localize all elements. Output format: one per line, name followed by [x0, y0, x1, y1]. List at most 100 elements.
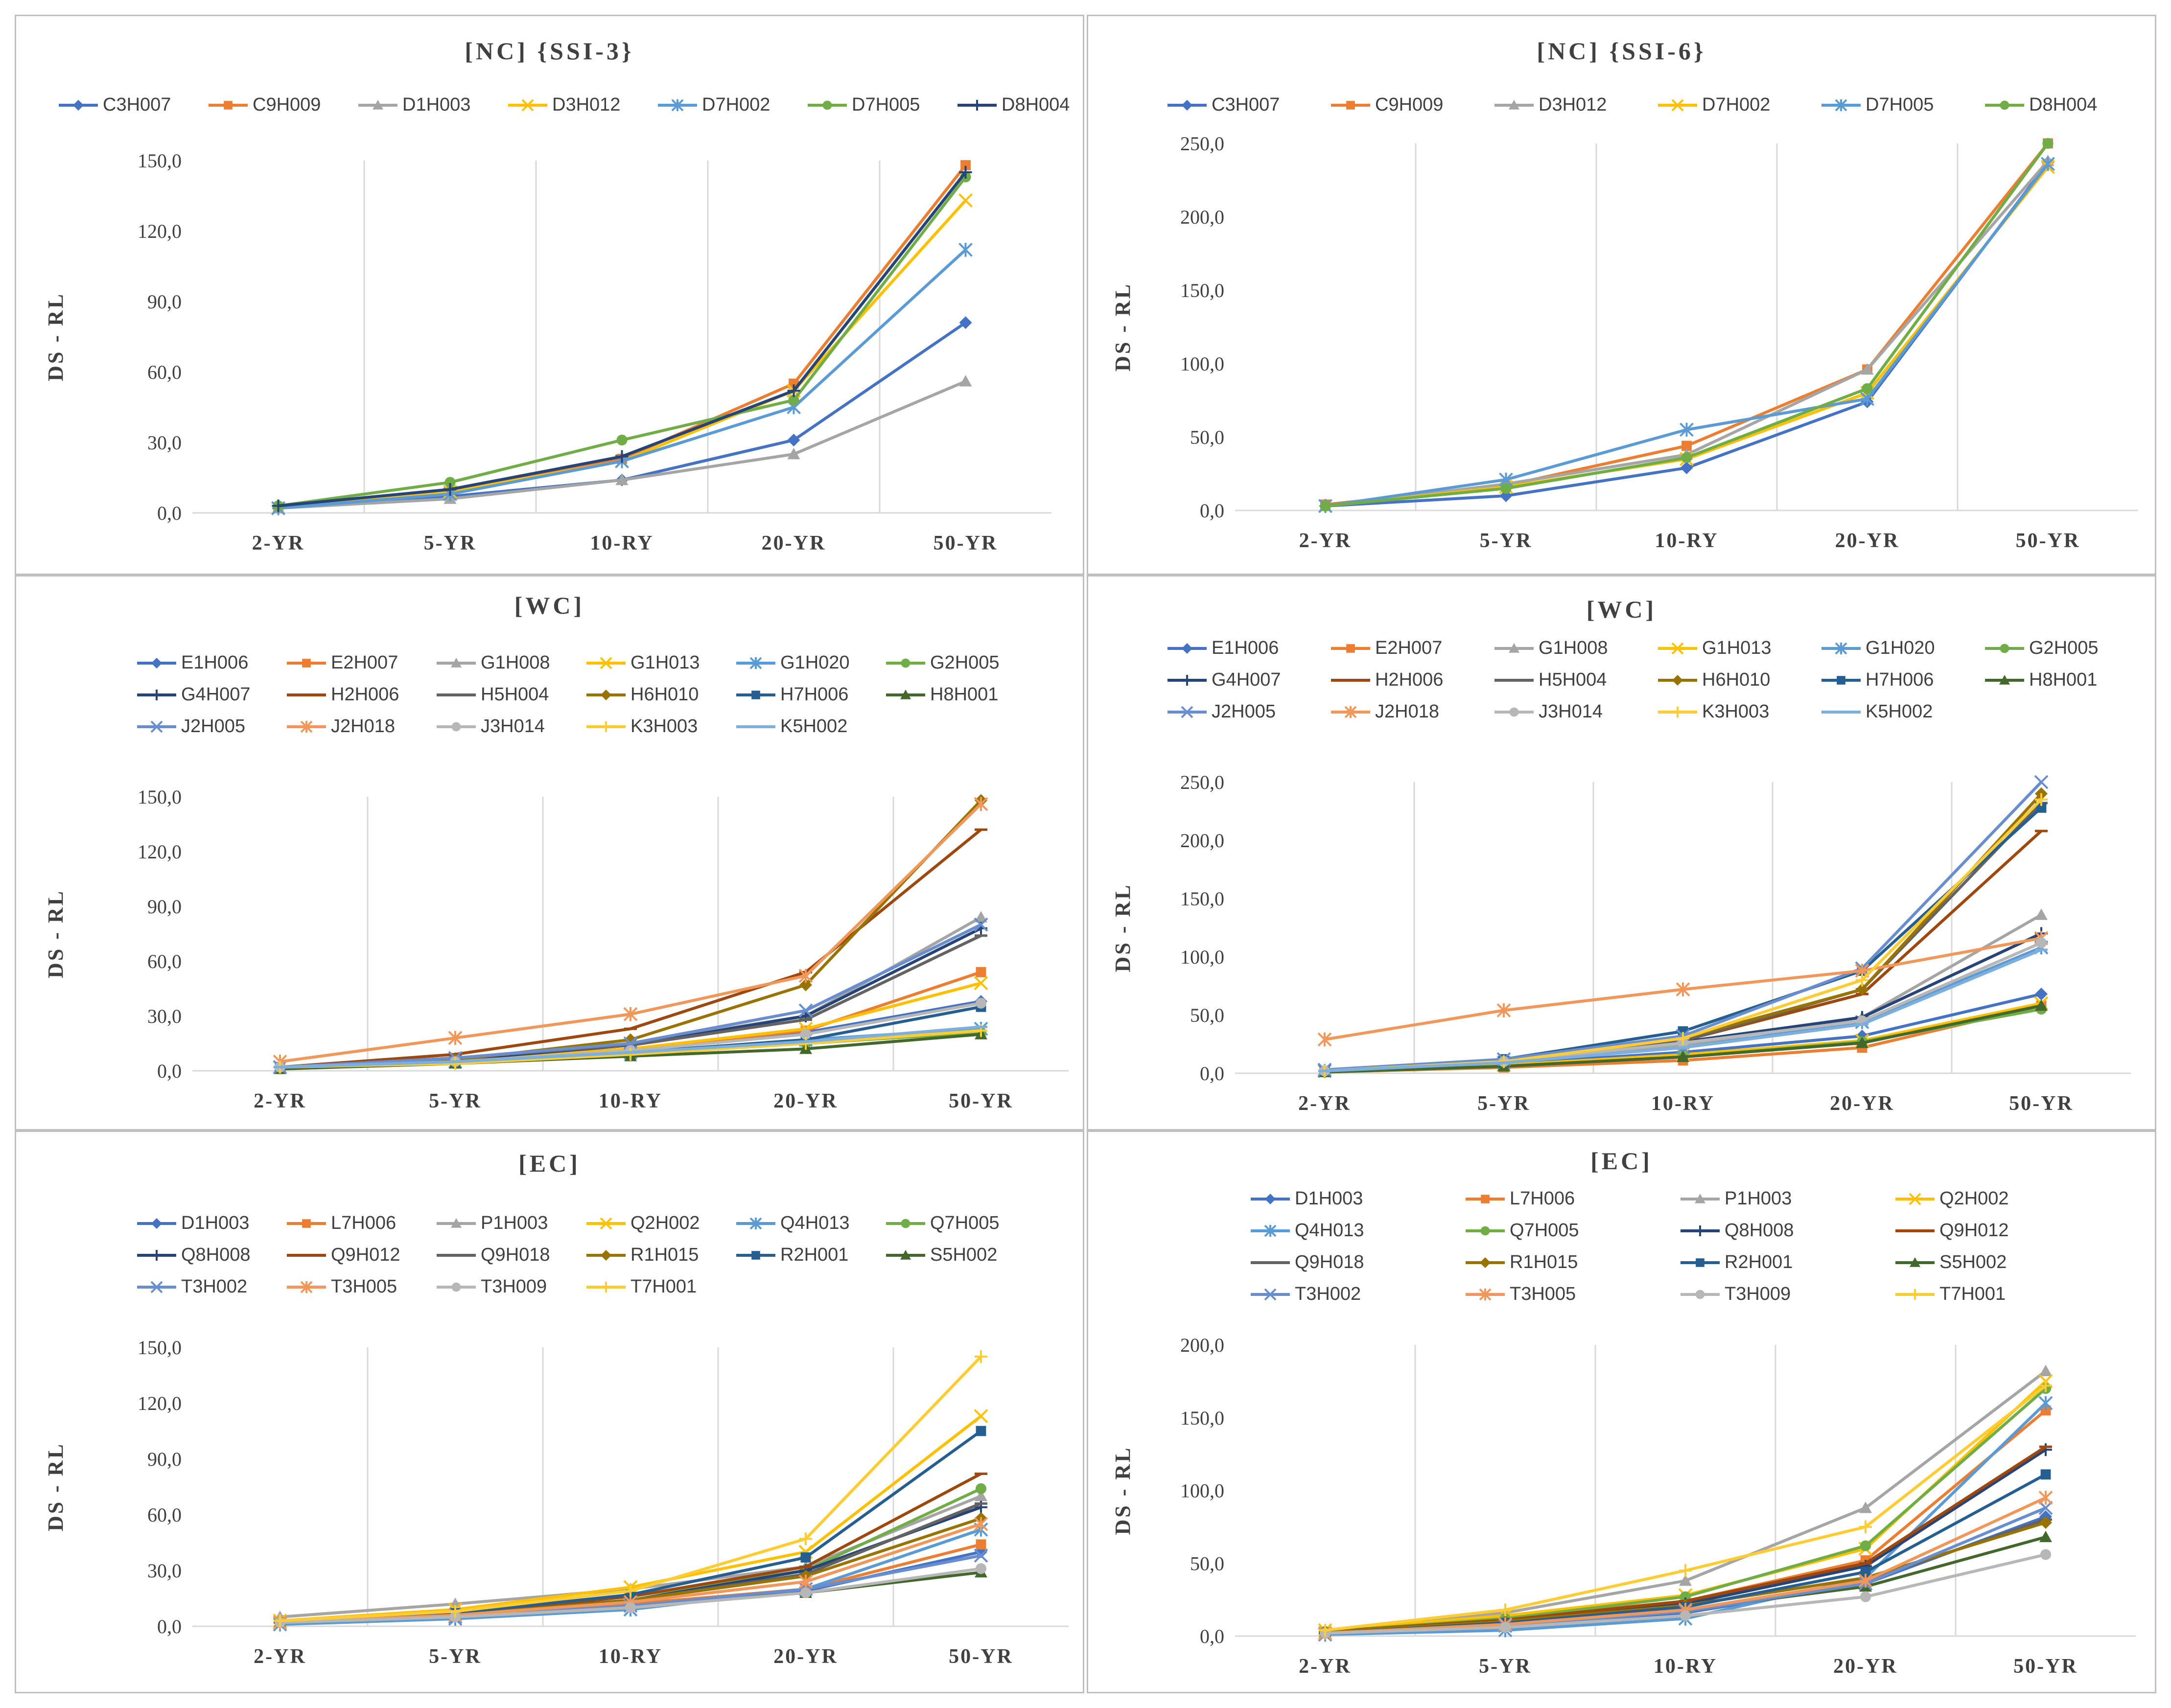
data-point — [2035, 937, 2047, 948]
legend-item: S5H002 — [1894, 1252, 2102, 1273]
data-point — [959, 166, 972, 179]
legend-item: D1H003 — [136, 1213, 279, 1234]
legend-label: Q8H008 — [181, 1245, 251, 1265]
legend-item: R2H001 — [1680, 1252, 1888, 1273]
legend-item: H8H001 — [1984, 669, 2141, 691]
series-H6H010 — [274, 794, 987, 1074]
series-H2H006 — [274, 828, 987, 1069]
data-point — [1681, 452, 1692, 463]
data-point — [1856, 983, 1868, 996]
legend-label: S5H002 — [930, 1245, 998, 1265]
data-point — [1319, 1624, 1331, 1637]
legend-label: T3H009 — [1725, 1284, 1791, 1304]
legend-label: G2H005 — [930, 652, 1000, 673]
legend-label: Q4H013 — [1295, 1220, 1364, 1241]
legend-label: G1H008 — [481, 652, 550, 673]
data-point — [1856, 973, 1868, 987]
x-tick-label: 5-YR — [429, 1645, 482, 1668]
legend-swatch-icon — [1821, 642, 1861, 654]
legend-label: C3H007 — [103, 94, 171, 115]
legend-swatch-icon — [508, 99, 547, 111]
legend-label: H2H006 — [1375, 669, 1444, 690]
legend-label: G4H007 — [181, 684, 251, 705]
legend-swatch-icon — [1681, 1258, 1720, 1267]
legend-item: C9H009 — [1330, 94, 1487, 115]
legend-swatch-icon — [287, 1281, 326, 1293]
legend-item: D1H003 — [357, 94, 500, 115]
series-D8H004 — [272, 166, 972, 512]
legend-label: T3H002 — [181, 1276, 248, 1297]
legend-label: J2H018 — [331, 716, 395, 737]
chart-panel-nc-ssi3: [NC] {SSI-3} C3H007 C9H009 D1H003 D3H012 D7H… — [15, 15, 1084, 575]
legend-swatch-icon — [1821, 710, 1861, 714]
legend-item: D3H012 — [507, 94, 650, 115]
legend-swatch-icon — [137, 689, 176, 700]
x-tick-label: 50-YR — [949, 1645, 1013, 1668]
legend-item: G1H020 — [735, 652, 878, 673]
y-tick-label: 90,0 — [147, 1448, 182, 1470]
legend-label: R2H001 — [1725, 1252, 1793, 1272]
legend-label: H6H010 — [1702, 669, 1771, 690]
y-tick-label: 50,0 — [1190, 1004, 1224, 1026]
legend-swatch-icon — [957, 99, 997, 111]
legend-label: D8H004 — [2029, 94, 2098, 115]
data-point — [1861, 363, 1874, 375]
legend-swatch-icon — [1466, 1288, 1505, 1300]
legend-swatch-icon — [1251, 1193, 1290, 1204]
y-tick-label: 250,0 — [1180, 133, 1224, 155]
legend-label: Q9H018 — [1295, 1252, 1364, 1272]
legend-label: K3H003 — [1702, 701, 1770, 722]
legend-label: D7H002 — [702, 94, 770, 115]
y-tick-label: 200,0 — [1180, 206, 1224, 228]
x-tick-label: 20-YR — [762, 532, 826, 554]
x-tick-label: 2-YR — [1299, 530, 1352, 552]
legend-swatch-icon — [1494, 678, 1534, 682]
series-T7H001 — [274, 1350, 987, 1627]
data-point — [624, 1584, 637, 1597]
legend-swatch-icon — [437, 1282, 476, 1292]
legend-item: C3H007 — [58, 94, 201, 115]
legend-label: Q7H005 — [930, 1213, 1000, 1233]
data-point — [615, 450, 629, 463]
x-tick-label: 10-RY — [599, 1090, 662, 1112]
y-tick-label: 120,0 — [138, 220, 182, 242]
data-point — [616, 435, 628, 446]
y-tick-label: 150,0 — [138, 150, 182, 172]
series-K5H002 — [1318, 948, 2048, 1073]
legend-label: G1H008 — [1539, 638, 1608, 658]
data-point — [2035, 908, 2048, 920]
x-tick-label: 10-RY — [1651, 1092, 1715, 1115]
legend-label: G1H020 — [780, 652, 850, 673]
legend-item: R1H015 — [585, 1245, 728, 1266]
y-tick-label: 200,0 — [1180, 1334, 1224, 1356]
series-line — [280, 1355, 982, 1622]
legend-label: T3H005 — [1510, 1284, 1576, 1304]
x-tick-label: 20-YR — [773, 1090, 838, 1112]
x-tick-label: 2-YR — [1298, 1092, 1351, 1115]
data-point — [1862, 383, 1873, 394]
legend-swatch-icon — [736, 1250, 775, 1260]
legend-label: R1H015 — [1510, 1252, 1578, 1272]
legend-label: S5H002 — [1939, 1252, 2007, 1272]
legend-swatch-icon — [1821, 99, 1861, 111]
legend-label: D1H003 — [181, 1213, 250, 1233]
legend-swatch-icon — [886, 1249, 925, 1260]
legend-label: C9H009 — [253, 94, 321, 115]
legend-swatch-icon — [586, 721, 626, 732]
series-K3H003 — [1318, 793, 2048, 1078]
legend-item: J2H005 — [136, 716, 279, 737]
x-tick-label: 5-YR — [1479, 1655, 1532, 1678]
legend-item: G1H013 — [585, 652, 728, 673]
chart-title: [EC] — [1590, 1147, 1653, 1175]
legend-item: R1H015 — [1465, 1252, 1673, 1273]
y-tick-label: 150,0 — [1180, 1407, 1224, 1429]
x-tick-label: 5-YR — [424, 532, 477, 554]
y-tick-label: 100,0 — [1180, 353, 1224, 375]
chart-panel-nc-ssi6: [NC] {SSI-6} C3H007 C9H009 D3H012 D7H002 D7H… — [1087, 15, 2156, 575]
legend-item: Q8H008 — [136, 1245, 279, 1266]
legend-label: Q7H005 — [1510, 1220, 1579, 1241]
chart-legend: C3H007 C9H009 D1H003 D3H012 D7H002 D7H005 D8H0… — [58, 94, 1099, 115]
legend-swatch-icon — [1331, 706, 1370, 718]
data-point — [1860, 1540, 1871, 1551]
data-point — [975, 1490, 987, 1501]
